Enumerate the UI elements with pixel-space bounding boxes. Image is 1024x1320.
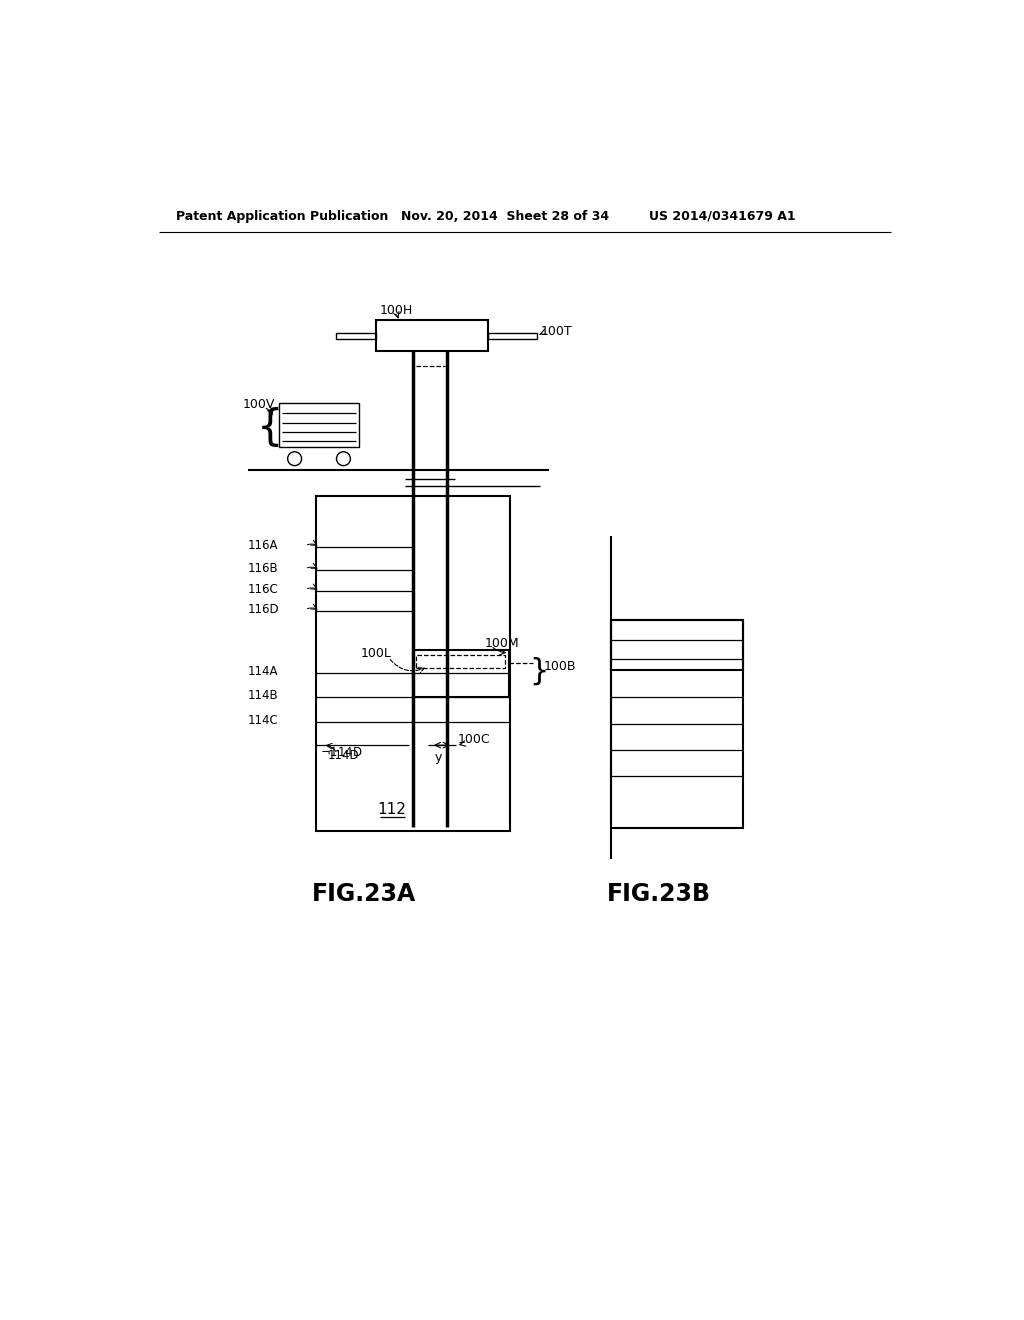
Text: 100V: 100V — [243, 399, 275, 412]
Text: Patent Application Publication: Patent Application Publication — [176, 210, 388, 223]
Text: 100M: 100M — [484, 638, 519, 649]
Text: 116B: 116B — [248, 562, 279, 576]
Text: 100C: 100C — [458, 733, 490, 746]
Text: 100B: 100B — [544, 660, 575, 673]
Text: 114B: 114B — [248, 689, 279, 702]
Text: }: } — [529, 657, 549, 685]
Text: US 2014/0341679 A1: US 2014/0341679 A1 — [649, 210, 796, 223]
Text: FIG.23B: FIG.23B — [607, 882, 711, 906]
Text: 114C: 114C — [248, 714, 279, 727]
Text: 114A: 114A — [248, 665, 279, 677]
Text: 112: 112 — [377, 801, 406, 817]
Bar — [611, 620, 742, 671]
Bar — [417, 655, 506, 668]
Text: 114D: 114D — [328, 748, 359, 762]
Text: 100T: 100T — [541, 325, 572, 338]
Bar — [414, 649, 509, 697]
Text: 100H: 100H — [380, 305, 413, 317]
Bar — [280, 404, 359, 447]
Text: $\neg$114D: $\neg$114D — [321, 746, 362, 759]
Text: 100L: 100L — [360, 647, 391, 660]
Text: y: y — [434, 751, 441, 764]
Text: 116C: 116C — [248, 583, 279, 597]
Bar — [488, 333, 538, 339]
Text: {: { — [257, 407, 283, 449]
Bar — [316, 496, 510, 830]
Bar — [611, 620, 742, 829]
Text: Nov. 20, 2014  Sheet 28 of 34: Nov. 20, 2014 Sheet 28 of 34 — [400, 210, 609, 223]
Text: FIG.23A: FIG.23A — [312, 882, 417, 906]
Bar — [336, 333, 376, 339]
Bar — [376, 321, 488, 351]
Text: 116D: 116D — [248, 603, 280, 616]
Text: 116A: 116A — [248, 539, 279, 552]
